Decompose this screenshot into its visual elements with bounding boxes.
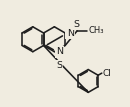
Text: CH₃: CH₃: [88, 26, 104, 35]
Text: S: S: [73, 20, 79, 29]
Text: N: N: [67, 28, 74, 38]
Text: N: N: [56, 47, 63, 56]
Text: Cl: Cl: [102, 69, 111, 78]
Text: S: S: [56, 61, 62, 70]
